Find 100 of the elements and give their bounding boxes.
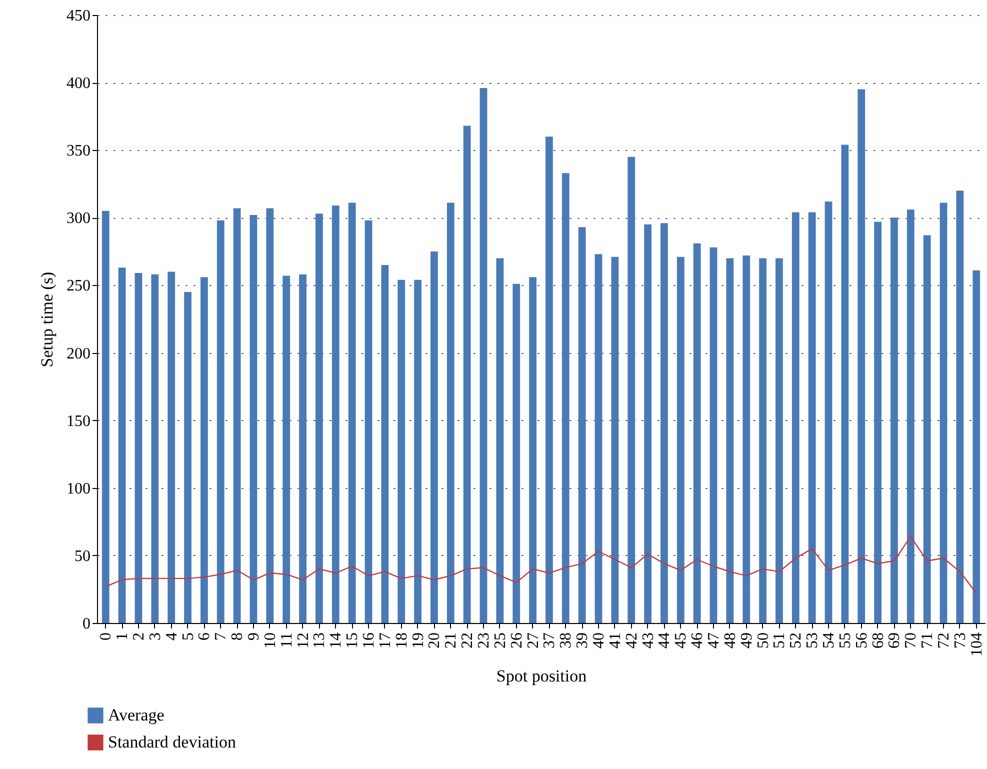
- bar: [546, 136, 553, 623]
- bar: [216, 220, 224, 623]
- bar: [266, 208, 274, 623]
- bar: [874, 222, 882, 623]
- bar: [102, 210, 110, 623]
- bar: [496, 258, 504, 623]
- bar: [693, 243, 701, 623]
- y-tick-label: 100: [66, 480, 90, 498]
- x-tick-label: 15: [344, 632, 362, 648]
- x-tick-label: 18: [393, 632, 410, 648]
- x-tick-label: 14: [328, 632, 345, 648]
- bar: [118, 268, 126, 623]
- bar: [282, 276, 290, 623]
- x-tick-label: 68: [870, 632, 887, 648]
- bar: [299, 274, 306, 623]
- bar: [250, 214, 258, 623]
- bar: [134, 273, 142, 623]
- bar: [233, 208, 241, 623]
- x-tick-label: 10: [262, 632, 279, 648]
- x-tick-label: 42: [623, 632, 640, 648]
- bar: [644, 224, 652, 623]
- legend-label: Standard deviation: [108, 732, 236, 752]
- bar: [594, 254, 602, 623]
- x-tick-label: 56: [853, 632, 870, 648]
- x-tick-label: 48: [722, 632, 739, 648]
- x-tick-label: 38: [558, 632, 575, 648]
- bar: [906, 210, 914, 623]
- bar: [529, 277, 536, 623]
- x-tick-label: 55: [836, 632, 854, 648]
- bar: [430, 251, 438, 623]
- line-series: [105, 536, 977, 594]
- x-tick-label: 9: [245, 632, 262, 640]
- x-tick-label: 1: [114, 632, 132, 640]
- bar: [824, 201, 832, 623]
- bar: [446, 202, 454, 623]
- x-tick-label: 19: [410, 632, 427, 648]
- x-axis-title: Spot position: [496, 666, 588, 686]
- x-tick-label: 43: [640, 632, 657, 648]
- x-tick-label: 11: [278, 632, 296, 648]
- y-tick-label: 450: [66, 8, 90, 24]
- x-tick-label: 53: [804, 632, 822, 648]
- x-tick-label: 44: [656, 632, 674, 648]
- y-tick-label: 50: [74, 548, 90, 565]
- x-tick-label: 49: [738, 632, 756, 648]
- x-tick-label: 5: [180, 632, 197, 640]
- bar: [890, 218, 898, 623]
- x-tick-label: 41: [606, 632, 624, 648]
- bar: [398, 280, 406, 623]
- x-tick-label: 37: [541, 632, 558, 648]
- y-tick-label: 350: [66, 142, 90, 160]
- x-tick-label: 71: [919, 632, 936, 648]
- y-tick-label: 150: [66, 412, 90, 430]
- x-tick-label: 54: [820, 632, 838, 648]
- bar: [776, 258, 783, 623]
- bar: [364, 220, 372, 623]
- bar: [414, 280, 422, 623]
- x-tick-label: 26: [508, 632, 526, 648]
- y-tick-label: 250: [66, 278, 90, 295]
- bar: [710, 247, 718, 623]
- legend-label: Average: [108, 706, 164, 724]
- x-tick-label: 16: [360, 632, 378, 648]
- bar: [628, 156, 636, 623]
- x-tick-label: 3: [146, 632, 164, 640]
- x-tick-label: 40: [590, 632, 608, 648]
- x-tick-label: 25: [492, 632, 509, 648]
- bar: [512, 284, 520, 623]
- y-axis-title: Setup time (s): [38, 272, 56, 368]
- bar: [923, 235, 931, 623]
- y-tick-label: 200: [66, 345, 90, 362]
- x-tick-label: 27: [524, 632, 542, 648]
- bar: [463, 126, 471, 623]
- x-tick-label: 52: [788, 632, 805, 648]
- x-tick-label: 72: [936, 632, 953, 648]
- x-tick-label: 13: [311, 632, 328, 648]
- x-tick-label: 69: [886, 632, 904, 648]
- x-tick-label: 12: [294, 632, 312, 648]
- x-tick-label: 4: [163, 632, 180, 640]
- x-tick-label: 21: [442, 632, 460, 648]
- x-tick-label: 51: [771, 632, 788, 648]
- x-tick-label: 47: [706, 632, 723, 648]
- bar: [332, 206, 340, 623]
- y-tick-label: 400: [66, 75, 90, 92]
- x-tick-label: 45: [672, 632, 690, 648]
- bar: [726, 258, 734, 623]
- x-tick-label: 20: [426, 632, 444, 648]
- bar: [316, 214, 323, 623]
- x-tick-label: 7: [212, 632, 230, 640]
- bar: [578, 227, 586, 623]
- bar: [151, 274, 159, 623]
- bar: [480, 88, 488, 623]
- x-tick-label: 0: [98, 632, 115, 640]
- x-tick-label: 70: [902, 632, 920, 648]
- bar: [940, 202, 948, 623]
- y-tick-label: 300: [66, 210, 90, 228]
- x-tick-label: 50: [754, 632, 772, 648]
- bar: [792, 212, 800, 623]
- bar: [184, 292, 192, 623]
- x-tick-label: 17: [376, 632, 394, 648]
- x-tick-label: 73: [952, 632, 969, 648]
- bar: [759, 258, 766, 623]
